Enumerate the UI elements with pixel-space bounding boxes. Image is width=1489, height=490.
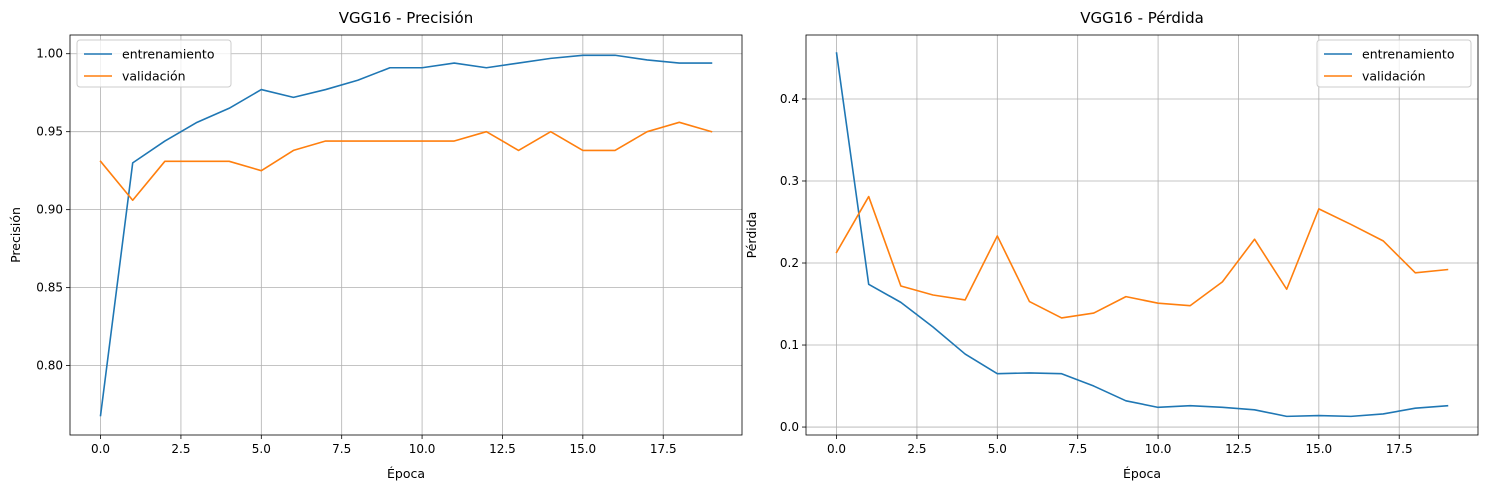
y-tick-label: 1.00 [36, 47, 63, 61]
y-tick-label: 0.2 [780, 256, 799, 270]
legend-label: validación [122, 69, 186, 84]
plot-frame [69, 34, 743, 436]
y-tick-label: 0.85 [36, 281, 63, 295]
x-tick-label: 7.5 [332, 442, 351, 456]
chart-2: 0.0 2.5 5.0 7.5 10.0 12.5 15.0 17.5 0.0 0.1 0.2 0.3… [744, 9, 1479, 481]
chart-title: VGG16 - Precisión [339, 9, 473, 27]
plot-frame [805, 34, 1479, 436]
y-tick-label: 0.1 [780, 338, 799, 352]
x-tick-label: 17.5 [1386, 442, 1413, 456]
x-tick-label: 7.5 [1068, 442, 1087, 456]
x-tick-label: 10.0 [409, 442, 436, 456]
y-tick-label: 0.95 [36, 125, 63, 139]
series-line-train [835, 52, 1449, 418]
series-line-train [99, 54, 713, 417]
series-line-val [835, 195, 1449, 319]
x-tick-label: 2.5 [171, 442, 190, 456]
x-tick-label: 5.0 [252, 442, 271, 456]
x-axis-label: Época [387, 466, 425, 481]
legend-label: entrenamiento [1362, 47, 1454, 62]
x-tick-label: 2.5 [907, 442, 926, 456]
x-tick-label: 0.0 [827, 442, 846, 456]
legend-box [76, 39, 232, 88]
x-tick-label: 5.0 [988, 442, 1007, 456]
y-tick-label: 0.90 [36, 203, 63, 217]
y-tick-label: 0.80 [36, 359, 63, 373]
y-axis-label: Pérdida [744, 212, 759, 259]
legend-box [1316, 39, 1472, 88]
x-tick-label: 15.0 [1305, 442, 1332, 456]
y-axis-label: Precisión [8, 207, 23, 263]
legend-label: validación [1362, 69, 1426, 84]
x-tick-label: 15.0 [569, 442, 596, 456]
legend-label: entrenamiento [122, 47, 214, 62]
y-tick-label: 0.4 [780, 92, 799, 106]
x-tick-label: 12.5 [489, 442, 516, 456]
x-axis-label: Época [1123, 466, 1161, 481]
x-tick-label: 0.0 [91, 442, 110, 456]
x-tick-label: 10.0 [1145, 442, 1172, 456]
x-tick-label: 17.5 [650, 442, 677, 456]
x-tick-label: 12.5 [1225, 442, 1252, 456]
y-tick-label: 0.3 [780, 174, 799, 188]
y-tick-label: 0.0 [780, 420, 799, 434]
series-line-val [99, 121, 713, 202]
legend: entrenamiento validación [76, 39, 232, 88]
chart-title: VGG16 - Pérdida [1080, 9, 1204, 27]
chart-1: 0.0 2.5 5.0 7.5 10.0 12.5 15.0 17.5 0.80 0.85 0.90… [8, 9, 743, 481]
legend: entrenamiento validación [1316, 39, 1472, 88]
